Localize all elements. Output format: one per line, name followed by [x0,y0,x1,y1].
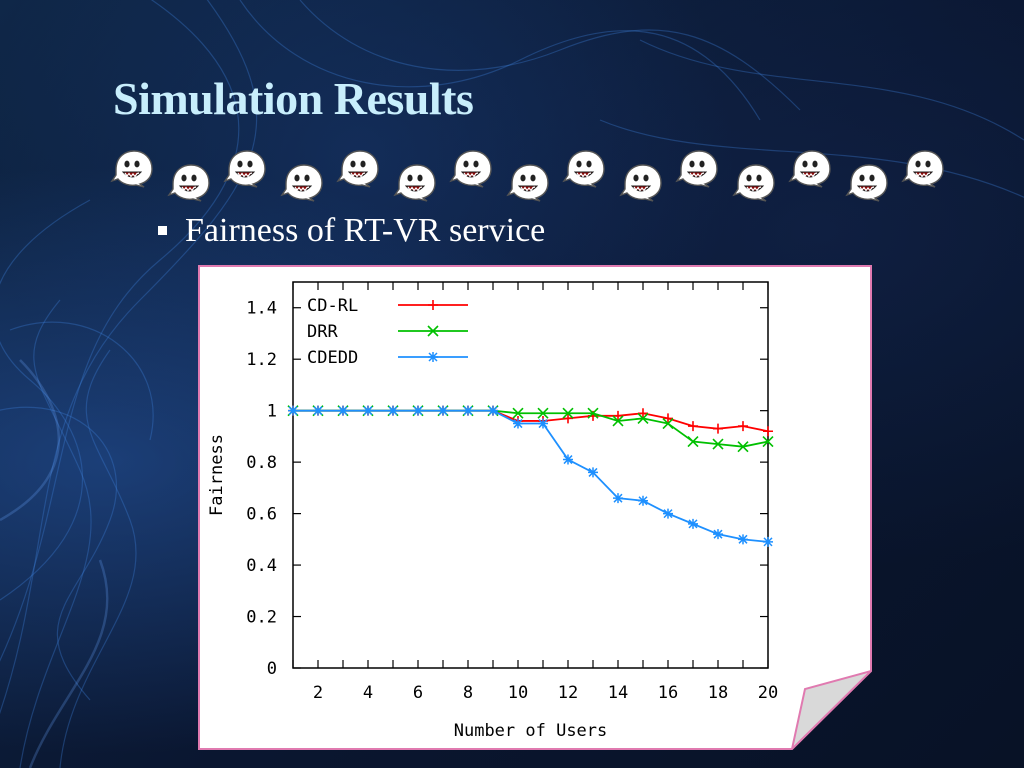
legend-label: DRR [307,322,338,342]
boo-ghost-icon [675,150,718,188]
x-tick-label: 18 [708,683,728,703]
x-tick-label: 10 [508,683,528,703]
boo-ghost-icon [788,150,831,188]
boo-ghost-icon [562,150,605,188]
y-tick-label: 0.2 [246,608,277,628]
y-tick-label: 1.2 [246,350,277,370]
boo-ghost-icon [731,164,775,202]
boo-ghost-icon [449,150,492,188]
data-point [513,418,523,429]
boo-ghost-icon [166,164,210,202]
data-point [313,405,323,416]
data-point [688,518,698,529]
data-point [428,352,438,362]
data-point [413,405,423,416]
data-point [662,417,674,430]
data-point [428,300,438,310]
x-tick-label: 8 [463,683,473,703]
data-point [288,405,298,416]
x-tick-label: 6 [413,683,423,703]
chart-panel: 0 0.2 0.4 0.6 0.8 1 1.2 1.4 2 4 6 8 10 12 14 16 18 20 Numb… [198,265,872,750]
y-tick-label: 0.8 [246,453,277,473]
data-point [762,435,774,448]
data-point [488,405,498,416]
boo-ghost-icon [618,164,662,202]
legend-label: CD-RL [307,296,358,316]
data-point [512,407,524,419]
data-point [688,421,698,432]
data-point [638,495,648,506]
panel-paper [198,265,872,750]
y-tick-label: 1 [267,402,277,422]
data-point [612,415,624,427]
x-tick-label: 20 [758,683,778,703]
data-point [562,407,574,419]
x-tick-label: 4 [363,683,373,703]
data-point [712,438,724,450]
data-point [738,534,748,545]
data-point [713,529,723,540]
boo-ghost-icon [505,164,549,202]
boo-ghost-icon [901,150,944,188]
data-point [613,410,623,421]
boo-ghost-icon [392,164,436,202]
data-point [463,405,473,416]
x-tick-label: 12 [558,683,578,703]
data-point [538,418,548,429]
data-point [427,325,439,337]
data-point [388,405,398,416]
bullet-text: Fairness of RT-VR service [185,212,546,249]
fairness-chart: 0 0.2 0.4 0.6 0.8 1 1.2 1.4 2 4 6 8 10 12 14 16 18 20 Numb… [198,265,872,750]
boo-ghost-icon [110,150,153,188]
square-bullet-icon [158,225,167,235]
data-point [687,435,699,448]
x-axis-label: Number of Users [454,721,608,741]
y-tick-label: 0 [267,659,277,679]
data-point [588,467,598,478]
ghost-icon-row [110,148,1010,218]
data-point [663,508,673,519]
data-point [587,407,599,419]
data-point [563,413,573,424]
x-tick-label: 14 [608,683,628,703]
boo-ghost-icon [844,164,888,202]
data-point [613,493,623,504]
data-point [763,536,773,547]
data-point [563,454,573,465]
data-point [338,405,348,416]
boo-ghost-icon [223,150,266,188]
data-point [637,412,649,424]
data-point [738,421,748,432]
data-point [737,441,749,453]
data-point [537,407,549,419]
data-point [713,423,723,434]
y-tick-label: 0.6 [246,505,277,525]
boo-ghost-icon [279,164,323,202]
data-point [663,413,673,424]
data-point [363,405,373,416]
page-curl [790,669,872,750]
y-tick-label: 0.4 [246,556,277,576]
y-axis-label: Fairness [207,434,227,516]
bullet-item: Fairness of RT-VR service [158,212,545,250]
data-point [638,408,648,419]
data-point [438,405,448,416]
x-tick-label: 2 [313,683,323,703]
legend-label: CDEDD [307,348,358,368]
boo-ghost-icon [336,150,379,188]
data-point [763,426,773,437]
plot-frame [292,281,769,669]
slide-title: Simulation Results [113,73,474,124]
x-tick-label: 16 [658,683,678,703]
y-tick-label: 1.4 [246,299,277,319]
